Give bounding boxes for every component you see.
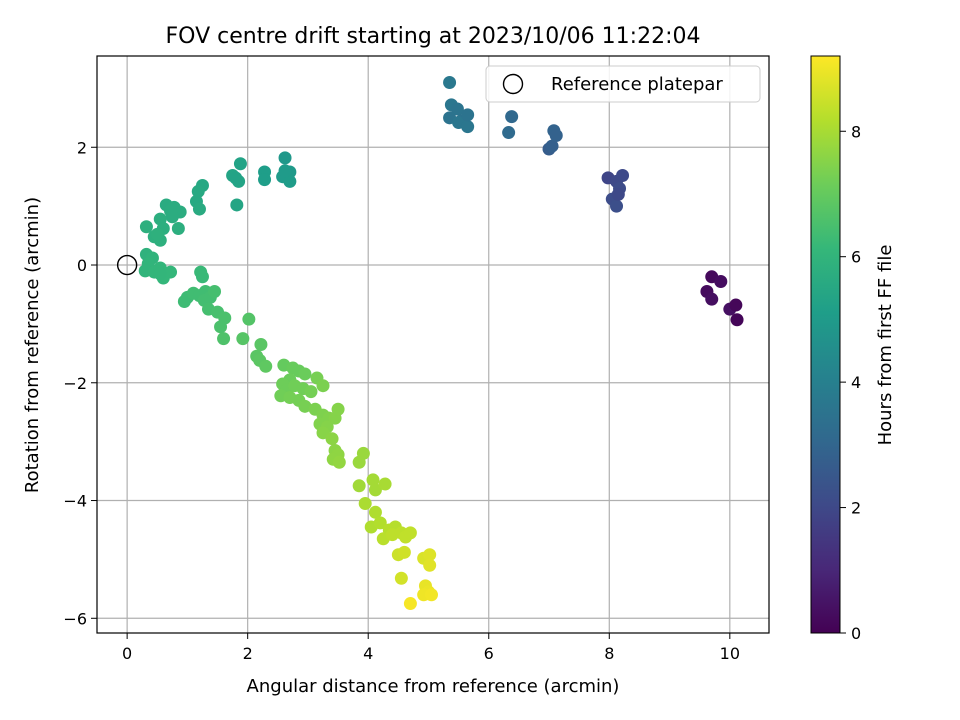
scatter-point [236, 332, 250, 346]
y-axis-label: Rotation from reference (arcmin) [22, 197, 43, 493]
scatter-point [195, 270, 209, 284]
legend-box [485, 65, 761, 103]
scatter-point [171, 222, 185, 236]
scatter-point [714, 275, 728, 289]
x-tick-label: 2 [243, 644, 253, 663]
legend-marker-open-circle [502, 73, 524, 95]
x-tick-label: 4 [363, 644, 373, 663]
scatter-point [139, 220, 153, 234]
scatter-point [729, 298, 743, 312]
scatter-point [325, 432, 339, 446]
scatter-point [461, 108, 475, 122]
scatter-point [502, 126, 516, 140]
reference-platepar-marker [116, 254, 138, 276]
scatter-point [298, 367, 312, 381]
scatter-point [394, 571, 408, 585]
scatter-point [616, 169, 630, 183]
scatter-point [331, 402, 345, 416]
y-tick-label: −2 [63, 374, 87, 393]
legend: Reference platepar [485, 65, 761, 103]
scatter-point [423, 548, 437, 562]
x-tick-label: 6 [484, 644, 494, 663]
scatter-point [366, 473, 380, 487]
scatter-point [461, 120, 475, 134]
scatter-point [505, 110, 519, 124]
colorbar-ticks: 0 2 4 6 8 [840, 122, 861, 643]
colorbar: 0 2 4 6 8 Hours from first FF file [810, 55, 896, 643]
colorbar-tick-label: 6 [851, 248, 861, 267]
scatter-point [549, 128, 563, 142]
plot-area-frame [96, 55, 770, 634]
scatter-point [316, 379, 330, 393]
scatter-point [403, 597, 417, 611]
scatter-point [423, 558, 437, 572]
x-axis-ticks: 0 2 4 6 8 10 [122, 633, 740, 663]
colorbar-tick-label: 2 [851, 499, 861, 518]
scatter-point [242, 312, 256, 326]
scatter-point [304, 385, 318, 399]
colorbar-tick-label: 4 [851, 373, 861, 392]
scatter-point [164, 204, 178, 218]
scatter-point [397, 545, 411, 559]
grid-lines [97, 56, 769, 633]
y-tick-label: 2 [77, 138, 87, 157]
y-tick-label: −6 [63, 609, 87, 628]
scatter-points [116, 75, 744, 611]
scatter-point [358, 496, 372, 510]
scatter-point [283, 390, 297, 404]
scatter-point [217, 332, 231, 346]
y-axis-ticks: −6 −4 −2 0 2 [63, 138, 97, 628]
scatter-point [298, 399, 312, 413]
scatter-point [356, 446, 370, 460]
scatter-point [164, 265, 178, 279]
scatter-point [233, 157, 247, 171]
scatter-point [332, 455, 346, 469]
colorbar-frame [810, 55, 841, 634]
scatter-point [278, 151, 292, 165]
scatter-point [278, 164, 292, 178]
x-tick-label: 0 [122, 644, 132, 663]
colorbar-tick-label: 8 [851, 122, 861, 141]
scatter-point [254, 338, 268, 351]
scatter-point [611, 187, 625, 201]
scatter-point [450, 102, 464, 116]
colorbar-gradient [811, 56, 840, 633]
scatter-point [153, 267, 167, 281]
scatter-point [403, 526, 417, 540]
scatter-point [192, 202, 206, 216]
y-tick-label: −4 [63, 492, 87, 511]
scatter-point [177, 295, 191, 309]
colorbar-tick-label: 0 [851, 624, 861, 643]
x-axis-label: Angular distance from reference (arcmin) [247, 676, 620, 697]
scatter-point [258, 173, 272, 187]
scatter-point [378, 477, 392, 491]
chart-title: FOV centre drift starting at 2023/10/06 … [166, 24, 701, 49]
scatter-point [443, 75, 457, 89]
scatter-point [259, 359, 273, 373]
scatter-point [208, 285, 222, 299]
scatter-point [368, 483, 382, 497]
scatter-point [230, 198, 244, 212]
scatter-point [545, 139, 559, 153]
y-tick-label: 0 [77, 256, 87, 275]
scatter-point [424, 588, 438, 602]
x-tick-label: 8 [604, 644, 614, 663]
x-tick-label: 10 [720, 644, 740, 663]
scatter-point [283, 174, 297, 188]
scatter-point [229, 171, 243, 185]
scatter-point [191, 184, 205, 198]
scatter-point [368, 505, 382, 519]
scatter-point [610, 199, 624, 213]
scatter-point [373, 516, 387, 530]
colorbar-label: Hours from first FF file [875, 245, 896, 446]
legend-entry-label: Reference platepar [551, 74, 723, 95]
scatter-point [730, 313, 744, 327]
scatter-point [150, 227, 164, 241]
scatter-point [218, 311, 232, 325]
scatter-point [705, 292, 719, 306]
scatter-point [352, 479, 366, 493]
